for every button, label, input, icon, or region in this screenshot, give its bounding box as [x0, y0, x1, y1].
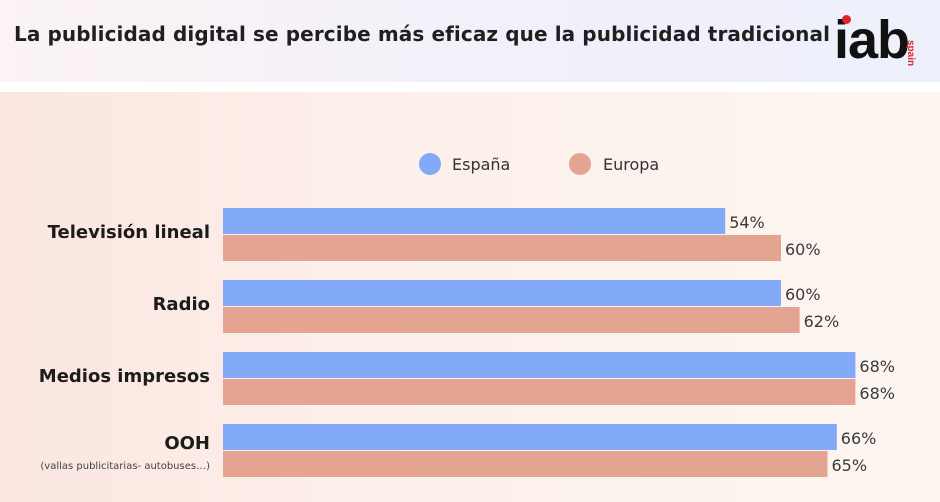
category-label: OOH — [164, 433, 210, 454]
bar-europa — [223, 379, 856, 405]
value-label: 54% — [729, 213, 765, 232]
category-label: Televisión lineal — [48, 222, 210, 243]
value-label: 65% — [832, 456, 868, 475]
iab-spain-logo: iab spain — [834, 10, 924, 72]
legend-swatch — [419, 153, 441, 175]
category-note: (vallas publicitarias- autobuses…) — [40, 461, 210, 472]
bar-espana — [223, 352, 856, 378]
bar-europa — [223, 451, 828, 477]
bar-espana — [223, 208, 726, 234]
bar-group: Radio 60% 62% — [153, 280, 840, 333]
category-label: Medios impresos — [39, 366, 210, 387]
value-label: 68% — [859, 384, 895, 403]
legend-item-europa: Europa — [569, 153, 659, 175]
legend-item-espana: España — [419, 153, 510, 175]
legend-swatch — [569, 153, 591, 175]
legend-label: Europa — [603, 155, 659, 174]
bar-group: Medios impresos 68% 68% — [39, 352, 895, 405]
bar-espana — [223, 280, 781, 306]
category-label: Radio — [153, 294, 210, 315]
legend-label: España — [452, 155, 510, 174]
header: La publicidad digital se percibe más efi… — [0, 0, 940, 82]
logo-dot — [842, 15, 851, 24]
bar-espana — [223, 424, 837, 450]
value-label: 68% — [859, 357, 895, 376]
value-label: 60% — [785, 240, 821, 259]
logo-subtext: spain — [905, 40, 916, 67]
value-label: 62% — [804, 312, 840, 331]
chart-panel: España Europa Televisión lineal 54% 60% Radio… — [0, 92, 940, 502]
value-label: 60% — [785, 285, 821, 304]
chart-title: La publicidad digital se percibe más efi… — [14, 22, 831, 46]
bar-europa — [223, 235, 781, 261]
value-label: 66% — [841, 429, 877, 448]
bar-group: OOH (vallas publicitarias- autobuses…) 66%… — [40, 424, 876, 477]
bar-europa — [223, 307, 800, 333]
bar-group: Televisión lineal 54% 60% — [48, 208, 821, 261]
